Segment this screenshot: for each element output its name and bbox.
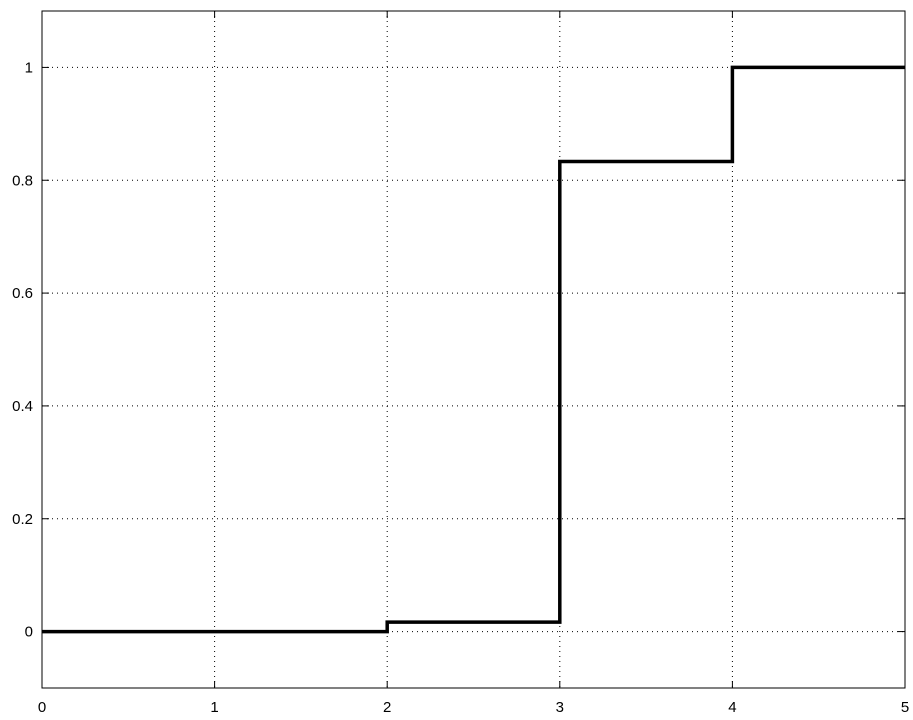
y-tick-label: 1 [25,59,33,76]
y-tick-label: 0.6 [12,285,33,302]
x-tick-label: 5 [901,699,909,716]
tick-marks [41,11,906,688]
y-tick-label: 0.4 [12,398,33,415]
x-tick-label: 1 [210,699,218,716]
y-tick-label: 0.8 [12,172,33,189]
tick-labels: 0 1 2 3 4 5 0 0.2 0.4 0.6 0.8 1 [12,59,909,716]
x-tick-label: 2 [383,699,391,716]
x-tick-label: 0 [38,699,46,716]
plot-frame [41,10,906,689]
plot-background [42,11,905,688]
series-layer [42,65,905,634]
y-tick-label: 0 [25,624,33,641]
y-tick-label: 0.2 [12,511,33,528]
x-tick-label: 3 [556,699,564,716]
series-line [42,65,905,634]
x-tick-label: 4 [728,699,736,716]
